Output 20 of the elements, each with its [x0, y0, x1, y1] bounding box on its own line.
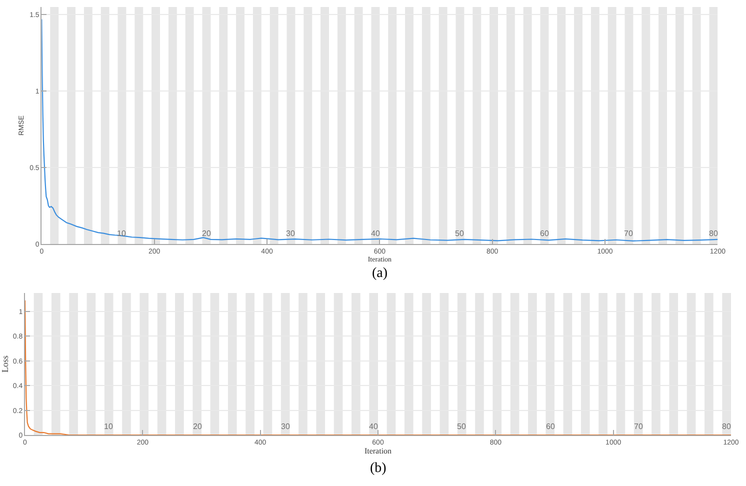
- text: (a): [372, 266, 388, 281]
- band-label: 20: [193, 422, 202, 431]
- band-label: 50: [455, 229, 464, 238]
- band-label: 20: [202, 229, 212, 238]
- band-label: 80: [722, 422, 732, 431]
- band-label: 10: [104, 422, 114, 431]
- band-label: 60: [546, 422, 556, 431]
- text: (b): [370, 461, 387, 476]
- x-axis-title: Iteration: [364, 446, 392, 456]
- band-label: 30: [281, 422, 290, 431]
- band-label: 50: [457, 422, 466, 431]
- line-series: [42, 18, 718, 242]
- band-label: 30: [286, 229, 296, 238]
- band-label: 40: [369, 422, 378, 431]
- band-label: 80: [709, 229, 718, 238]
- band-label: 70: [624, 229, 634, 238]
- y-axis-title: Loss: [0, 355, 10, 373]
- band-label: 60: [540, 229, 550, 238]
- band-label: 40: [371, 229, 380, 238]
- band-label: 70: [634, 422, 644, 431]
